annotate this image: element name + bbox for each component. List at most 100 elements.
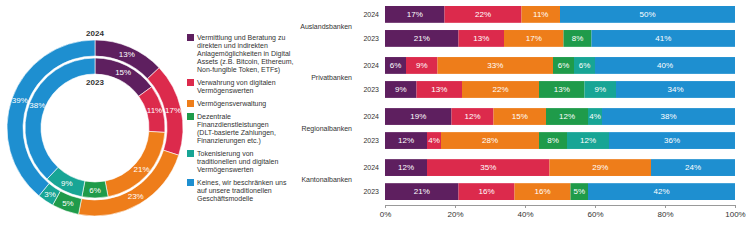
bar-segment <box>592 30 736 47</box>
bar-label: 13% <box>431 85 447 94</box>
group-label: Auslandsbanken <box>300 23 352 30</box>
bar-label: 21% <box>414 187 430 196</box>
legend-swatch <box>187 113 194 120</box>
bar-segment <box>417 81 463 98</box>
bar-segment <box>553 57 574 74</box>
bar-label: 16% <box>478 187 494 196</box>
legend: Vermittlung und Beratung zudirekten und … <box>187 34 294 202</box>
bar-segment <box>385 57 406 74</box>
bar-segment <box>385 108 452 125</box>
bar-label: 9% <box>395 85 407 94</box>
bar-label: 38% <box>660 112 676 121</box>
tick: 60% <box>587 205 603 219</box>
legend-label: Keines, wir beschränken unsauf unsere tr… <box>197 179 287 202</box>
tick-mark <box>735 205 736 208</box>
category-label: 2023 <box>363 188 379 195</box>
bar-label: 21% <box>414 34 430 43</box>
slice-label: 9% <box>61 179 73 188</box>
ring <box>25 58 165 198</box>
legend-label: Vermittlung und Beratung zudirekten und … <box>197 34 294 74</box>
bar-label: 28% <box>482 136 498 145</box>
donut-slice <box>25 58 95 179</box>
ring-label: 2024 <box>86 29 104 38</box>
bar-segment <box>385 81 417 98</box>
tick-mark <box>665 205 666 208</box>
tick-label: 60% <box>587 210 603 219</box>
legend-label: Vermögensverwaltung <box>197 100 266 108</box>
group-label: Kantonalbanken <box>301 176 352 183</box>
donut-slice <box>7 40 95 196</box>
legend-label: Tokenisierung vontraditionellen und digi… <box>197 150 278 174</box>
bar-segment <box>550 159 652 176</box>
bar-label: 34% <box>667 85 683 94</box>
legend-label: Verwahrung von digitalenVermögenswerten <box>197 79 276 95</box>
bar-label: 13% <box>554 85 570 94</box>
tick-mark <box>525 205 526 208</box>
bar-label: 17% <box>407 10 423 19</box>
category-label: 2024 <box>363 164 379 171</box>
category-label: 2023 <box>363 137 379 144</box>
legend-label: DezentraleFinanzdienstleistungen(DLT-bas… <box>197 113 276 145</box>
bar-segment <box>585 81 617 98</box>
bar-label: 29% <box>592 163 608 172</box>
bar-label: 24% <box>685 163 701 172</box>
tick: 80% <box>657 205 673 219</box>
bar-segment <box>595 57 735 74</box>
category-label: 2023 <box>363 86 379 93</box>
tick-label: 0% <box>380 210 392 219</box>
bar-label: 9% <box>416 61 428 70</box>
legend-swatch <box>187 34 194 41</box>
bar-segment <box>441 132 539 149</box>
tick-label: 20% <box>447 210 463 219</box>
category-label: 2023 <box>363 35 379 42</box>
bar-segment <box>588 183 735 200</box>
bar-label: 8% <box>547 136 559 145</box>
bar-label: 41% <box>655 34 671 43</box>
bar-label: 12% <box>398 136 414 145</box>
tick-label: 40% <box>517 210 533 219</box>
bar-segment <box>427 159 550 176</box>
bar-label: 35% <box>480 163 496 172</box>
bar-label: 22% <box>492 85 508 94</box>
bar-label: 12% <box>464 112 480 121</box>
bar-segment <box>560 6 735 23</box>
tick-mark <box>595 205 596 208</box>
bar-label: 16% <box>534 187 550 196</box>
legend-swatch <box>187 100 194 107</box>
bar-segment <box>522 6 561 23</box>
bar-label: 9% <box>594 85 606 94</box>
bar-segment <box>539 81 585 98</box>
bar-segment <box>616 81 735 98</box>
bar-label: 50% <box>639 10 655 19</box>
legend-swatch <box>187 179 194 186</box>
slice-label: 17% <box>165 106 181 115</box>
data-labels: 17%22%11%50%21%13%17%8%41%6%9%33%6%6%40%… <box>390 10 701 196</box>
category-label: 2024 <box>363 113 379 120</box>
bar-label: 12% <box>580 136 596 145</box>
slice-label: 15% <box>115 68 131 77</box>
slice-label: 3% <box>44 190 56 199</box>
bar-label: 6% <box>579 61 591 70</box>
tick: 0% <box>380 205 392 219</box>
bar-segment <box>567 132 609 149</box>
bar-label: 11% <box>533 10 548 19</box>
bar-segment <box>494 108 547 125</box>
ring <box>7 40 183 216</box>
bar-label: 6% <box>390 61 402 70</box>
bar-segment <box>385 6 445 23</box>
bar-segment <box>504 30 564 47</box>
donut-slice <box>105 131 165 196</box>
group-label: Privatbanken <box>311 74 352 81</box>
tick: 40% <box>517 205 533 219</box>
bar-label: 42% <box>653 187 669 196</box>
tick-mark <box>455 205 456 208</box>
tick: 100% <box>725 205 745 219</box>
tick-label: 100% <box>725 210 745 219</box>
axis-line <box>386 205 736 206</box>
slice-label: 13% <box>119 50 135 59</box>
bar-segment <box>385 159 427 176</box>
bar-label: 19% <box>410 112 426 121</box>
bar-label: 5% <box>573 187 585 196</box>
bar-segment <box>385 132 427 149</box>
slice-label: 21% <box>133 165 149 174</box>
